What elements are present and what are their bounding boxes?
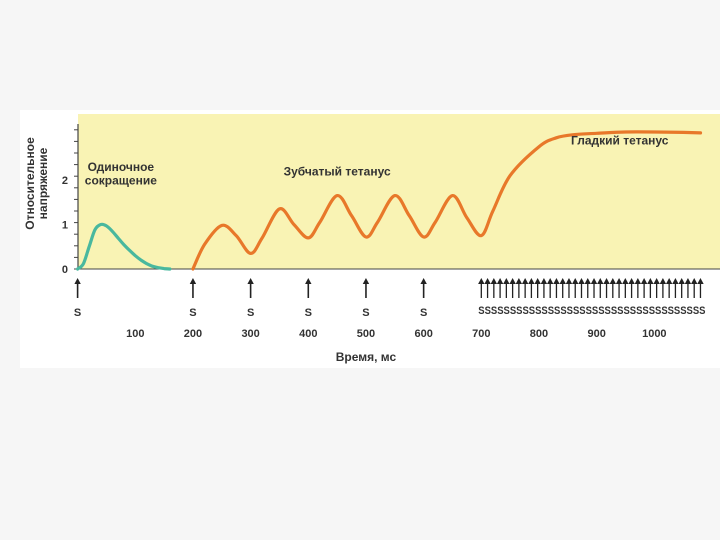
train-stimulus-arrow-head <box>672 278 679 284</box>
annotation-label: сокращение <box>85 173 157 187</box>
train-stimulus-arrow-head <box>603 278 610 284</box>
train-stimulus-arrow-head <box>521 278 529 284</box>
x-tick-label: 800 <box>530 328 548 340</box>
y-tick-label: 0 <box>62 264 68 276</box>
x-tick-label: 500 <box>357 328 375 340</box>
train-stimulus-arrow-head <box>647 278 654 284</box>
x-tick-label: 200 <box>184 328 202 340</box>
train-stimulus-arrow-head <box>615 278 623 284</box>
y-tick-label: 2 <box>62 175 68 187</box>
train-stimulus-arrow-head <box>534 278 541 284</box>
train-stimulus-arrow-head <box>640 278 648 284</box>
x-axis-title: Время, мс <box>336 350 397 364</box>
train-stimulus-arrow-head <box>503 278 510 284</box>
train-stimulus-arrow-head <box>559 278 566 284</box>
stimulus-arrow-head <box>189 278 197 284</box>
train-stimulus-arrow-head <box>597 278 604 284</box>
stimulus-arrow-head <box>362 278 370 284</box>
stimulus-arrow-head <box>74 278 81 284</box>
train-stimulus-arrow-head <box>484 278 491 284</box>
stimulus-arrow-head <box>305 278 312 284</box>
train-stimulus-arrow-head <box>691 278 698 284</box>
train-stimulus-arrow-head <box>490 278 498 284</box>
train-stimulus-arrow-head <box>553 278 560 284</box>
stimulus-label: S <box>305 307 312 319</box>
train-stimulus-arrow-head <box>540 278 548 284</box>
y-axis-title-line: напряжение <box>36 147 50 219</box>
single-twitch-curve <box>76 222 172 271</box>
x-tick-label: 300 <box>241 328 259 340</box>
train-stimulus-arrow-head <box>684 278 692 284</box>
annotation-label: Зубчатый тетанус <box>284 165 391 179</box>
train-stimulus-arrow-head <box>665 278 673 284</box>
train-stimulus-arrow-head <box>590 278 598 284</box>
train-stimulus-arrow-head <box>528 278 535 284</box>
train-stimulus-arrow-head <box>478 278 485 284</box>
train-stimulus-arrow-head <box>496 278 504 284</box>
stimulus-train-label: SSSSSSSSSSSSSSSSSSSSSSSSSSSSSSSSSSSS <box>478 305 705 317</box>
y-axis-title: Относительное напряжение <box>23 137 50 230</box>
figure: 0 1 2 Относительное напряжение Одиночное сокра… <box>20 110 720 368</box>
stimulus-label: S <box>74 307 81 319</box>
train-stimulus-arrow-head <box>546 278 554 284</box>
train-stimulus-arrow-head <box>515 278 523 284</box>
stimulus-arrow-head <box>420 278 427 284</box>
train-stimulus-arrow-head <box>653 278 660 284</box>
annotation-label: Гладкий тетанус <box>571 133 669 147</box>
x-tick-label: 600 <box>414 328 432 340</box>
train-stimulus-arrow-head <box>622 278 629 284</box>
y-axis-title-line: Относительное <box>23 137 37 230</box>
plot-area <box>78 114 720 269</box>
stimulus-label: S <box>420 307 427 319</box>
tetanus-curve <box>191 130 703 271</box>
train-stimulus-arrow-head <box>634 278 642 284</box>
train-stimulus-arrow-head <box>572 278 579 284</box>
train-stimulus-arrow-head <box>678 278 685 284</box>
train-stimulus-arrow-head <box>659 278 667 284</box>
train-stimulus-arrow-head <box>584 278 591 284</box>
train-stimulus-arrow-head <box>628 278 635 284</box>
y-tick-label: 1 <box>62 220 68 232</box>
stimulus-label: S <box>362 307 369 319</box>
chart: 0 1 2 Относительное напряжение Одиночноесокра… <box>23 114 720 364</box>
x-tick-label: 1000 <box>642 328 666 340</box>
x-tick-label: 900 <box>587 328 605 340</box>
stimulus-arrow-head <box>247 278 254 284</box>
train-stimulus-arrow-head <box>609 278 617 284</box>
stimulus-label: S <box>189 307 196 319</box>
annotation-label: Одиночное <box>88 160 155 174</box>
x-tick-label: 100 <box>126 328 144 340</box>
train-stimulus-arrow-head <box>697 278 704 284</box>
train-stimulus-arrow-head <box>565 278 573 284</box>
train-stimulus-arrow-head <box>578 278 585 284</box>
stimulus-label: S <box>247 307 254 319</box>
train-stimulus-arrow-head <box>509 278 516 284</box>
x-tick-label: 700 <box>472 328 490 340</box>
x-tick-label: 400 <box>299 328 317 340</box>
